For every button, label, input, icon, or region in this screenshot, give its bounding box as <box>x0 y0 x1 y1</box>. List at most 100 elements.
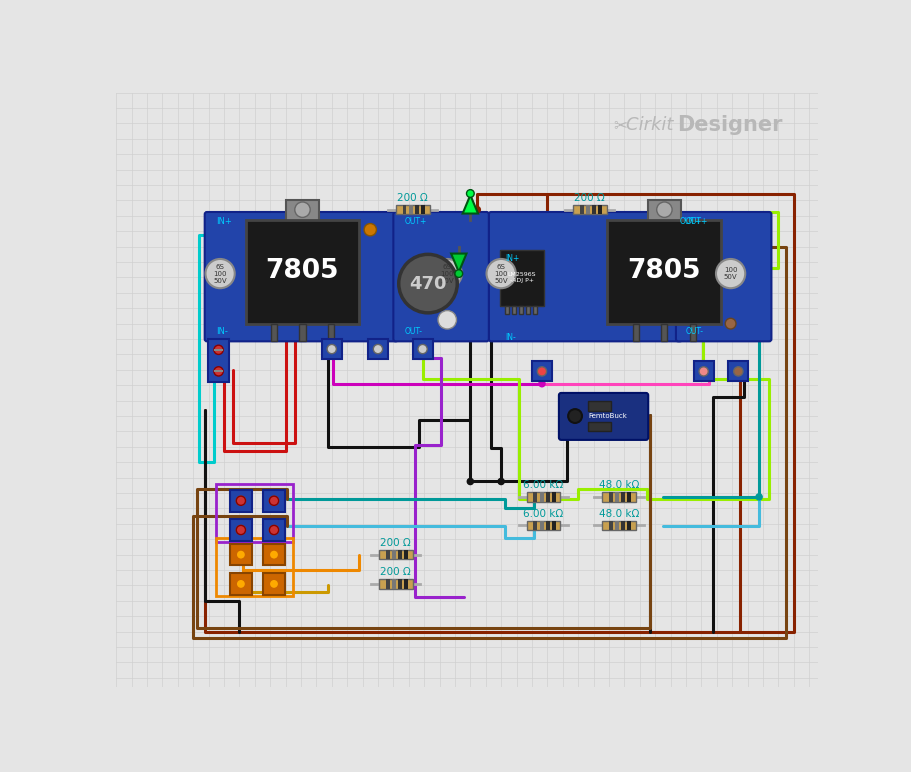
Text: 6.00 kΩ: 6.00 kΩ <box>524 509 564 519</box>
Bar <box>263 573 285 594</box>
Text: 200 Ω: 200 Ω <box>574 193 605 203</box>
Bar <box>230 520 251 540</box>
Circle shape <box>295 202 310 218</box>
Bar <box>534 493 537 502</box>
Bar <box>263 520 285 540</box>
Bar <box>392 550 395 559</box>
Bar <box>609 521 613 530</box>
Text: 48.0 kΩ: 48.0 kΩ <box>599 480 640 490</box>
Bar <box>621 493 625 502</box>
Bar <box>421 205 425 215</box>
Circle shape <box>206 259 235 288</box>
Circle shape <box>374 344 383 354</box>
Bar <box>271 323 277 340</box>
Bar <box>579 205 584 215</box>
Bar <box>216 538 293 596</box>
Circle shape <box>270 526 279 535</box>
Text: 48.0 kΩ: 48.0 kΩ <box>599 509 640 519</box>
Bar <box>230 491 251 511</box>
Bar <box>328 323 334 340</box>
Bar <box>532 361 552 381</box>
Bar <box>403 205 406 215</box>
Text: 470: 470 <box>409 275 446 293</box>
Bar <box>527 493 560 502</box>
Bar <box>263 490 285 512</box>
Circle shape <box>467 479 474 485</box>
Bar <box>286 200 319 222</box>
Polygon shape <box>463 195 478 214</box>
Bar <box>728 361 748 381</box>
Text: 6S
100
50V: 6S 100 50V <box>495 263 508 283</box>
Text: OUT-: OUT- <box>404 327 423 336</box>
Bar <box>398 550 402 559</box>
Circle shape <box>236 526 245 535</box>
FancyBboxPatch shape <box>489 212 682 341</box>
FancyBboxPatch shape <box>559 393 649 440</box>
Bar <box>599 205 602 215</box>
Circle shape <box>236 496 245 506</box>
Bar <box>519 306 523 313</box>
Bar <box>230 543 251 565</box>
Text: Designer: Designer <box>677 115 783 135</box>
Bar <box>633 323 639 340</box>
Bar <box>230 490 251 512</box>
Bar <box>586 205 589 215</box>
Bar <box>300 323 305 340</box>
Bar <box>546 521 549 530</box>
Bar <box>413 339 433 359</box>
Text: 200 Ω: 200 Ω <box>380 538 411 548</box>
Circle shape <box>214 367 223 376</box>
Text: OUT+: OUT+ <box>404 218 427 226</box>
Bar <box>512 306 516 313</box>
Circle shape <box>699 367 708 376</box>
Bar <box>379 550 413 559</box>
Circle shape <box>270 496 279 506</box>
Bar <box>589 422 611 432</box>
Bar <box>385 550 390 559</box>
Text: 200 Ω: 200 Ω <box>397 193 428 203</box>
Bar <box>392 579 395 588</box>
Bar <box>230 573 251 594</box>
Bar <box>609 493 613 502</box>
Bar <box>589 401 611 411</box>
Bar <box>379 579 413 588</box>
Text: OUT+: OUT+ <box>680 218 702 226</box>
Text: IN-: IN- <box>505 333 516 342</box>
Bar <box>505 306 509 313</box>
Circle shape <box>725 318 736 329</box>
Bar <box>573 205 607 215</box>
Text: IN-: IN- <box>216 327 228 336</box>
Bar <box>385 579 390 588</box>
Bar <box>539 493 544 502</box>
Circle shape <box>498 479 504 485</box>
Bar <box>615 521 619 530</box>
Circle shape <box>455 269 463 277</box>
Text: FemtoBuck: FemtoBuck <box>588 413 627 419</box>
Bar <box>552 493 556 502</box>
Circle shape <box>270 526 279 535</box>
Circle shape <box>756 494 763 500</box>
Text: ✂: ✂ <box>613 116 627 134</box>
Text: 6.00 kΩ: 6.00 kΩ <box>524 480 564 490</box>
Bar <box>602 493 636 502</box>
Text: OUT+: OUT+ <box>686 218 709 226</box>
Text: 6S
100
50V: 6S 100 50V <box>440 263 454 283</box>
Bar <box>592 205 596 215</box>
Circle shape <box>539 381 545 387</box>
Circle shape <box>568 409 582 423</box>
Bar <box>208 339 230 382</box>
Text: IN+: IN+ <box>505 254 519 262</box>
Text: Cirkit: Cirkit <box>626 116 679 134</box>
Bar <box>602 521 636 530</box>
Circle shape <box>270 579 279 588</box>
Circle shape <box>537 367 547 376</box>
Bar <box>693 361 713 381</box>
FancyBboxPatch shape <box>676 212 772 341</box>
Bar <box>216 484 293 542</box>
Bar <box>534 521 537 530</box>
Circle shape <box>657 202 672 218</box>
Circle shape <box>214 345 223 354</box>
Bar <box>527 521 560 530</box>
Bar <box>526 306 529 313</box>
Circle shape <box>270 550 279 559</box>
